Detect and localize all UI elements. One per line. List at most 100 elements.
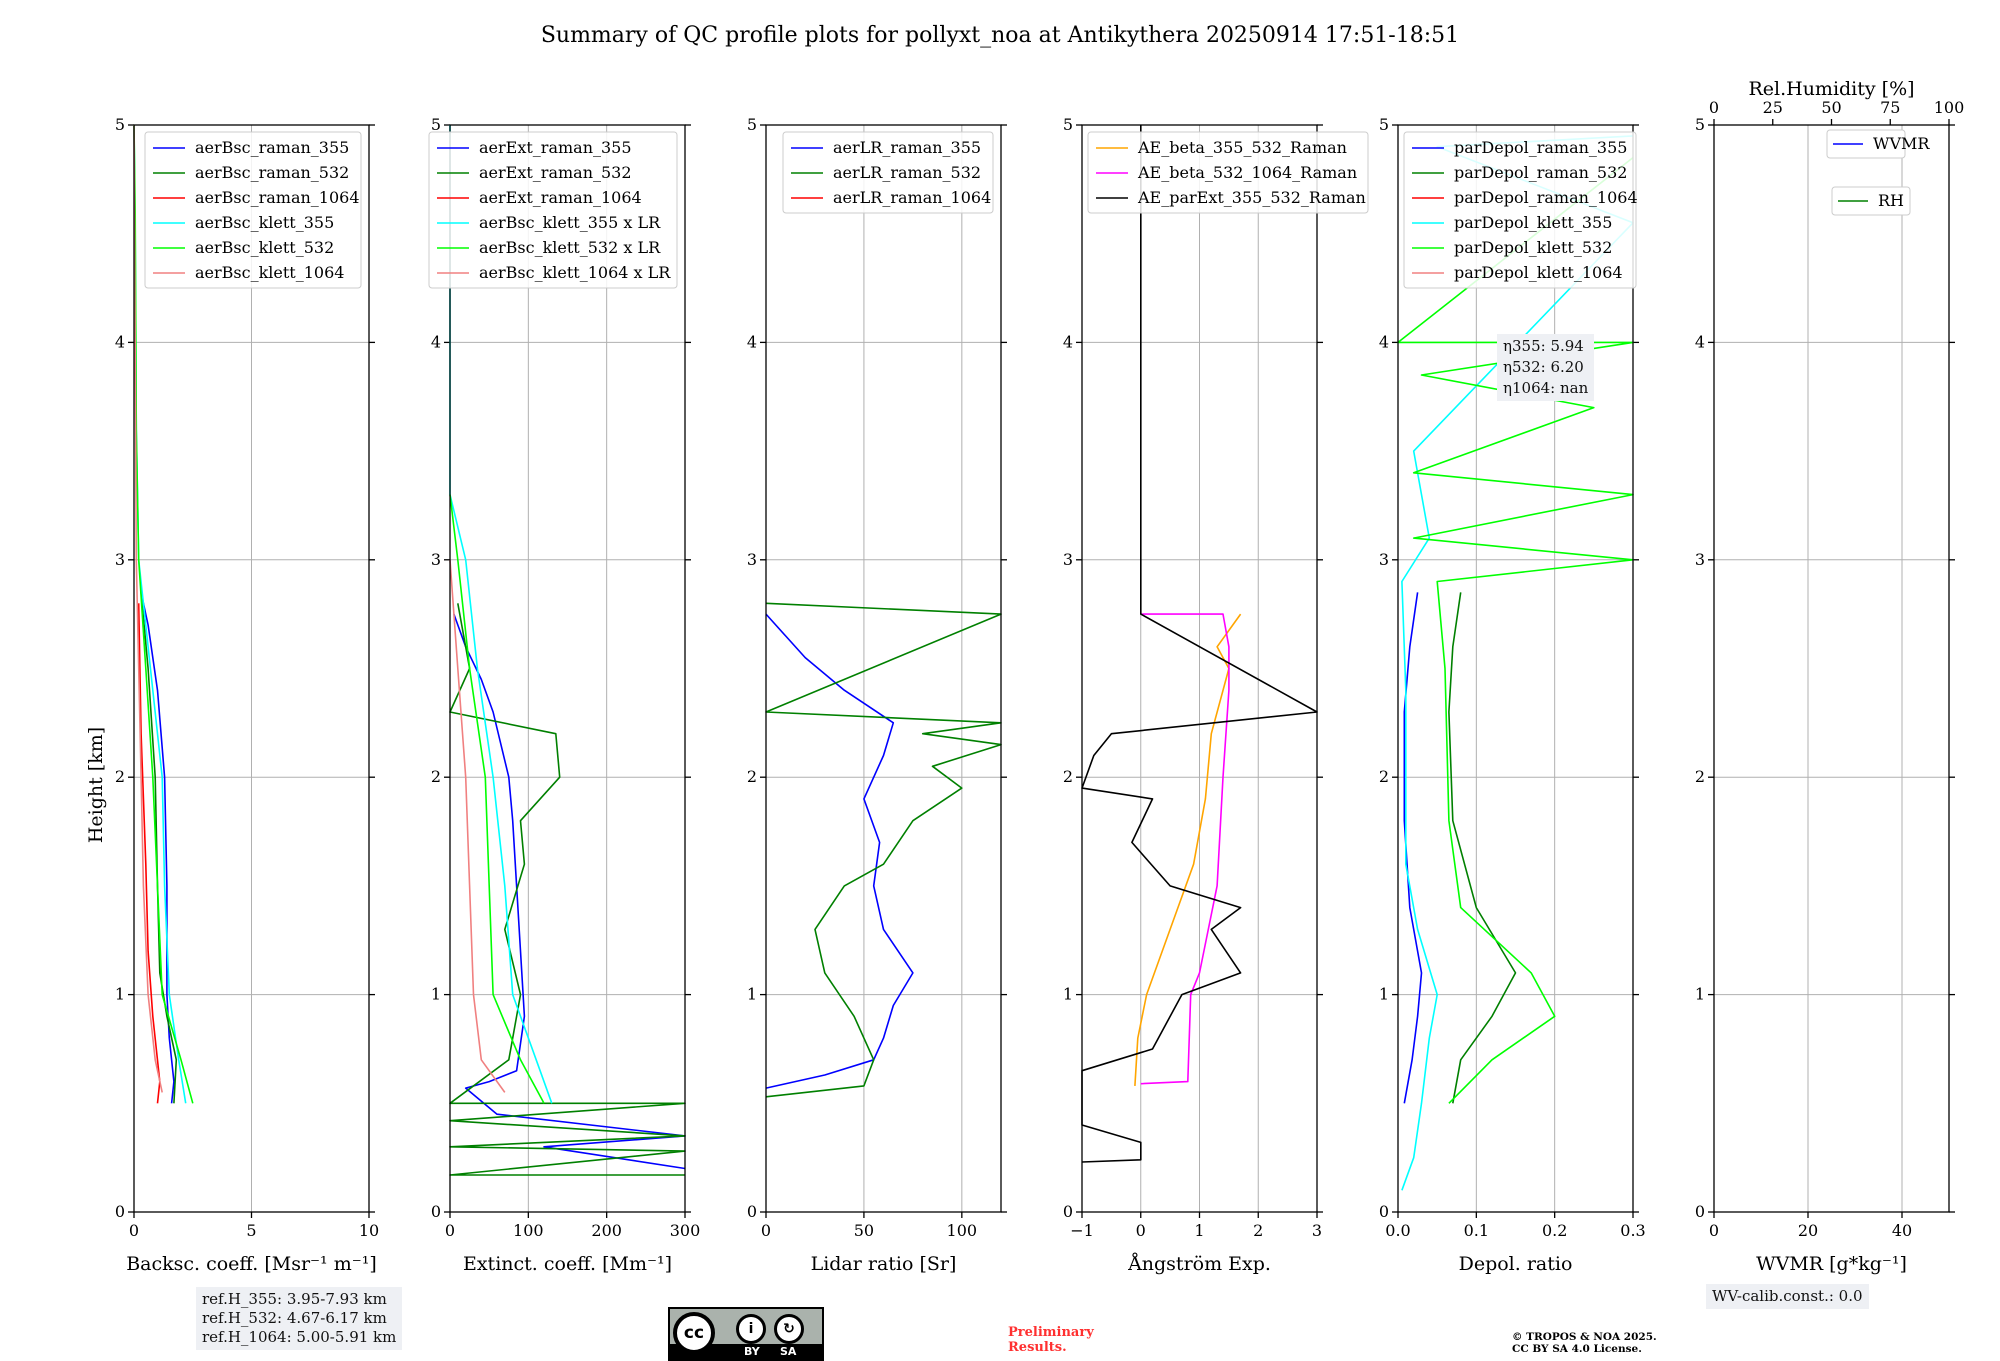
y-tick-label: 0 bbox=[747, 1202, 757, 1221]
x-tick-label: 0.1 bbox=[1464, 1221, 1489, 1240]
cc-logo-icon: cc bbox=[673, 1312, 715, 1354]
ref-height-1064: ref.H_1064: 5.00-5.91 km bbox=[202, 1328, 397, 1346]
panel-6: 0 20 40 0 1 2 3 4 5 WVMR [g*kg⁻¹] 0 25 50 75 100 Rel.Hu… bbox=[1695, 78, 1964, 1275]
y-tick-label: 3 bbox=[747, 550, 757, 569]
legend-label: parDepol_klett_1064 bbox=[1454, 263, 1623, 282]
legend-label: parDepol_raman_1064 bbox=[1454, 188, 1638, 207]
x-tick-label: 5 bbox=[246, 1221, 256, 1240]
y-tick-label: 3 bbox=[431, 550, 441, 569]
panel-5: 0.0 0.1 0.2 0.3 0 1 2 3 4 5 Depol. ratio parDepol_r… bbox=[1379, 115, 1646, 1275]
x-tick-label: 2 bbox=[1253, 1221, 1263, 1240]
x-tick-label: 200 bbox=[591, 1221, 622, 1240]
y-tick-label: 2 bbox=[1063, 767, 1073, 786]
series-line-parDepol_klett_532 bbox=[1397, 156, 1634, 1104]
y-tick-label: 2 bbox=[1379, 767, 1389, 786]
legend-label: parDepol_raman_355 bbox=[1454, 138, 1627, 157]
x-tick-label: 20 bbox=[1798, 1221, 1818, 1240]
series-line-aerExt_raman_532 bbox=[449, 603, 686, 1176]
legend-box bbox=[1831, 186, 1911, 216]
y-tick-label: 3 bbox=[1695, 550, 1705, 569]
x-tick-label: −1 bbox=[1070, 1221, 1094, 1240]
y-tick-label: 3 bbox=[115, 550, 125, 569]
x-tick-label: 100 bbox=[947, 1221, 978, 1240]
legend-label: aerLR_raman_1064 bbox=[833, 188, 991, 207]
x-tick-label: 300 bbox=[670, 1221, 701, 1240]
y-tick-label: 5 bbox=[1379, 115, 1389, 134]
legend-label: aerLR_raman_532 bbox=[833, 163, 981, 182]
y-tick-label: 5 bbox=[1695, 115, 1705, 134]
legend-label: aerBsc_klett_355 x LR bbox=[479, 213, 661, 232]
x2-axis-label: Rel.Humidity [%] bbox=[1748, 78, 1914, 100]
panel-1: 0 5 10 0 1 2 3 4 5 Backsc. coeff. [Msr⁻¹ m⁻¹] aerB… bbox=[115, 115, 379, 1275]
preliminary-line-1: Preliminary bbox=[1008, 1325, 1094, 1340]
series-line-parDepol_klett_355 bbox=[1401, 135, 1634, 1191]
panel-3: 0 50 100 0 1 2 3 4 5 Lidar ratio [Sr] aerLR_raman_… bbox=[747, 115, 1007, 1275]
legend-label: RH bbox=[1878, 191, 1904, 210]
legend-label: parDepol_klett_532 bbox=[1454, 238, 1612, 257]
x-axis-label: Backsc. coeff. [Msr⁻¹ m⁻¹] bbox=[126, 1253, 377, 1275]
x2-tick-label: 50 bbox=[1821, 98, 1841, 117]
panel-frame bbox=[449, 124, 686, 1213]
legend-label: aerExt_raman_1064 bbox=[479, 188, 642, 207]
y-tick-label: 0 bbox=[1695, 1202, 1705, 1221]
y-tick-label: 2 bbox=[431, 767, 441, 786]
legend-label: AE_beta_355_532_Raman bbox=[1137, 138, 1347, 157]
ref-height-532: ref.H_532: 4.67-6.17 km bbox=[202, 1309, 387, 1327]
legend-label: aerBsc_raman_532 bbox=[195, 163, 349, 182]
by-person-icon: i bbox=[736, 1314, 766, 1344]
preliminary-note: Preliminary Results. bbox=[1008, 1325, 1094, 1355]
x-axis-label: Extinct. coeff. [Mm⁻¹] bbox=[463, 1253, 672, 1275]
legend-label: parDepol_klett_355 bbox=[1454, 213, 1612, 232]
cc-license-badge: cc i ↻ BY SA bbox=[668, 1307, 824, 1361]
y-tick-label: 0 bbox=[1063, 1202, 1073, 1221]
x-axis-label: Ångström Exp. bbox=[1127, 1253, 1271, 1275]
figure-title: Summary of QC profile plots for pollyxt_… bbox=[541, 23, 1459, 48]
y-tick-label: 3 bbox=[1379, 550, 1389, 569]
x-axis-label: Lidar ratio [Sr] bbox=[811, 1253, 957, 1275]
legend-box bbox=[1403, 131, 1637, 289]
x2-tick-label: 75 bbox=[1880, 98, 1900, 117]
series-line-aerBsc_klett_1064 bbox=[133, 124, 163, 1093]
panel-frame bbox=[1713, 124, 1950, 1213]
series-line-AE_beta_355_532_Raman bbox=[1134, 613, 1242, 1086]
series-line-aerBsc_klett_532 x LR bbox=[449, 494, 545, 1104]
profile-panels: 0 5 100 1 2 3 4 5 Backsc. coeff. [Msr⁻¹ m⁻¹] aerB… bbox=[115, 78, 1964, 1275]
legend-label: aerBsc_klett_355 bbox=[195, 213, 334, 232]
x-tick-label: 0 bbox=[445, 1221, 455, 1240]
y-axis-label: Height [km] bbox=[85, 727, 107, 843]
series-line-parDepol_raman_532 bbox=[1448, 592, 1517, 1104]
series-line-parDepol_raman_355 bbox=[1403, 592, 1423, 1104]
y-tick-label: 4 bbox=[1063, 332, 1073, 351]
x-axis-label: WVMR [g*kg⁻¹] bbox=[1756, 1253, 1907, 1275]
eta-355: η355: 5.94 bbox=[1503, 337, 1584, 355]
eta-1064: η1064: nan bbox=[1503, 379, 1589, 397]
depol-eta-box: η355: 5.94 η532: 6.20 η1064: nan bbox=[1497, 334, 1595, 401]
y-tick-label: 5 bbox=[747, 115, 757, 134]
panel-frame bbox=[1397, 124, 1634, 1213]
copyright-line-1: © TROPOS & NOA 2025. bbox=[1512, 1331, 1657, 1343]
x-tick-label: 0 bbox=[761, 1221, 771, 1240]
legend-label: aerBsc_klett_532 bbox=[195, 238, 334, 257]
legend-label: WVMR bbox=[1873, 134, 1930, 153]
y-tick-label: 5 bbox=[1063, 115, 1073, 134]
copyright-note: © TROPOS & NOA 2025. CC BY SA 4.0 Licens… bbox=[1512, 1331, 1657, 1355]
legend-box bbox=[428, 131, 678, 289]
legend-label: aerExt_raman_355 bbox=[479, 138, 632, 157]
legend-label: aerBsc_klett_532 x LR bbox=[479, 238, 661, 257]
y-tick-label: 5 bbox=[115, 115, 125, 134]
y-tick-label: 4 bbox=[1379, 332, 1389, 351]
y-tick-label: 4 bbox=[115, 332, 125, 351]
sa-share-icon: ↻ bbox=[774, 1314, 804, 1344]
y-tick-label: 2 bbox=[115, 767, 125, 786]
series-line-aerLR_raman_532 bbox=[765, 602, 1002, 1098]
x-tick-label: 0 bbox=[129, 1221, 139, 1240]
series-line-aerBsc_klett_1064 x LR bbox=[449, 559, 506, 1093]
copyright-line-2: CC BY SA 4.0 License. bbox=[1512, 1343, 1642, 1355]
legend-label: parDepol_raman_532 bbox=[1454, 163, 1627, 182]
preliminary-line-2: Results. bbox=[1008, 1340, 1067, 1355]
legend-box bbox=[144, 131, 362, 289]
y-tick-label: 1 bbox=[1063, 985, 1073, 1004]
y-tick-label: 2 bbox=[1695, 767, 1705, 786]
